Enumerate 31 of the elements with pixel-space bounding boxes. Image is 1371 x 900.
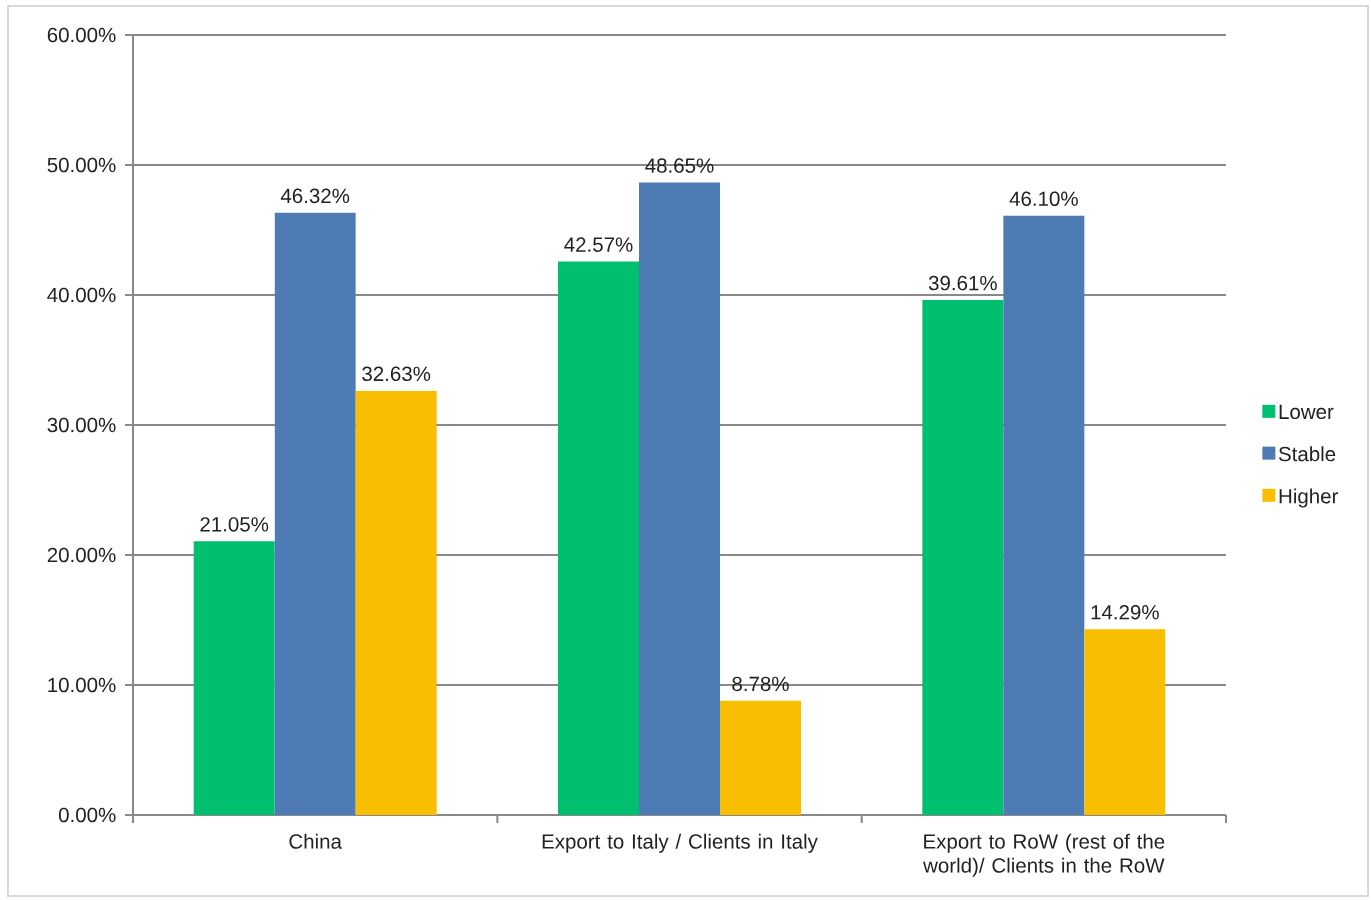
data-label: 48.65% bbox=[645, 158, 714, 173]
data-label: 46.10% bbox=[1009, 191, 1078, 206]
bar bbox=[639, 182, 720, 815]
legend-label: Stable bbox=[1278, 446, 1336, 462]
y-tick-label: 50.00% bbox=[47, 157, 116, 173]
bar bbox=[922, 300, 1004, 815]
bar bbox=[1084, 629, 1166, 815]
x-tick-label: Export to Italy / Clients in Italy bbox=[542, 833, 818, 853]
data-label: 46.32% bbox=[280, 188, 350, 204]
data-label: 42.57% bbox=[564, 237, 633, 252]
bar bbox=[720, 700, 801, 815]
data-label: 32.63% bbox=[362, 366, 431, 382]
bar bbox=[355, 390, 437, 815]
data-label: 8.78% bbox=[732, 676, 789, 692]
y-tick-label: 30.00% bbox=[47, 417, 116, 433]
bar bbox=[558, 261, 640, 815]
x-tick-label: China bbox=[289, 833, 342, 849]
data-label: 39.61% bbox=[928, 275, 997, 291]
legend-label: Higher bbox=[1279, 488, 1339, 508]
y-tick-label: 20.00% bbox=[47, 547, 116, 563]
x-tick-label: Export to RoW (rest of the world)/ Clients in the RoW bbox=[923, 833, 1165, 877]
data-label: 14.29% bbox=[1091, 605, 1159, 620]
data-label: 21.05% bbox=[200, 517, 269, 532]
legend-label: Lower bbox=[1279, 404, 1334, 420]
bar bbox=[193, 541, 275, 815]
bar bbox=[274, 212, 356, 815]
y-tick-label: 40.00% bbox=[47, 287, 116, 303]
y-tick-label: 10.00% bbox=[48, 677, 116, 693]
y-tick-label: 0.00% bbox=[58, 807, 116, 823]
bar bbox=[1003, 215, 1085, 815]
y-tick-label: 60.00% bbox=[47, 27, 116, 43]
